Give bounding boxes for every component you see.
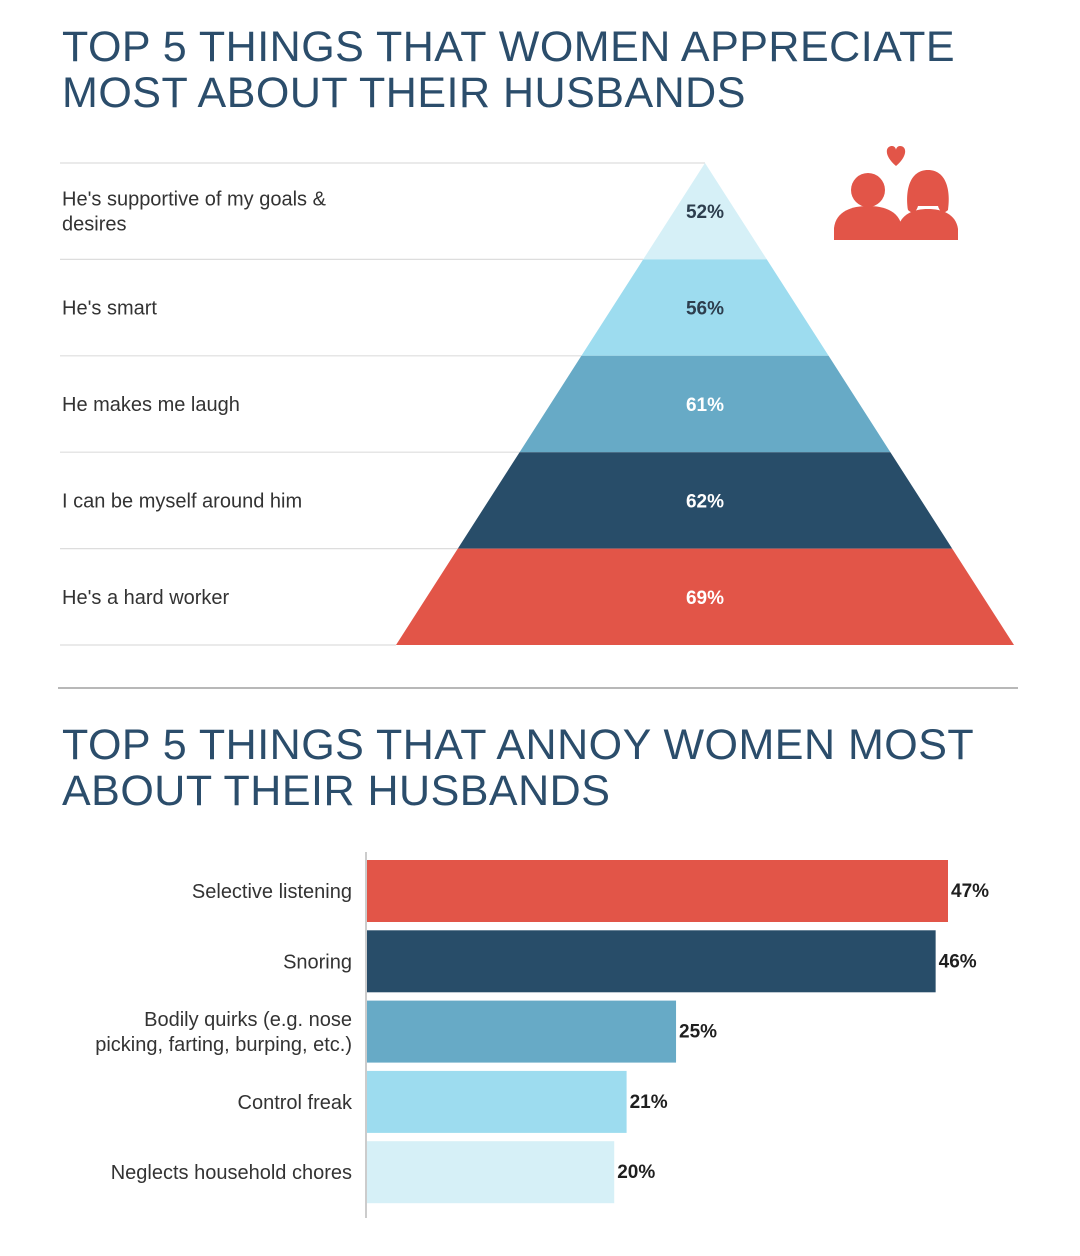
bar [367, 1000, 677, 1063]
bar [367, 930, 936, 993]
pyramid-tiers: 52% 56% 61% 62% 69% [396, 163, 1014, 645]
pyramid-row-label: desires [62, 214, 126, 236]
bar [367, 1141, 615, 1204]
bar-category-label: Snoring [283, 951, 352, 973]
pyramid-gridlines [60, 162, 705, 646]
pyramid-value-label: 69% [686, 588, 724, 609]
pyramid-chart-title: TOP 5 THINGS THAT WOMEN APPRECIATE MOST … [62, 24, 955, 116]
pyramid-tier [396, 548, 1014, 645]
bar-chart-category-labels: Selective listening Snoring Bodily quirks … [95, 881, 353, 1184]
pyramid-tier [519, 355, 891, 453]
bar-chart-title-line-1: TOP 5 THINGS THAT ANNOY WOMEN MOST [62, 721, 975, 769]
bar-category-label: picking, farting, burping, etc.) [95, 1034, 352, 1056]
pyramid-row-labels: He's supportive of my goals & desires He's… [62, 189, 327, 609]
bar [367, 860, 948, 922]
pyramid-tier [457, 452, 953, 549]
bar-value-label: 47% [951, 881, 989, 902]
bar-category-label: Bodily quirks (e.g. nose [144, 1009, 352, 1031]
pyramid-row-label: He makes me laugh [62, 394, 240, 416]
bar-value-label: 46% [939, 951, 977, 972]
bar-category-label: Control freak [238, 1092, 353, 1114]
bar-chart-bars: 47% 46% 25% 21% 20% [367, 860, 989, 1204]
pyramid-value-label: 61% [686, 395, 724, 416]
pyramid-value-label: 62% [686, 491, 724, 512]
pyramid-chart-title-line-2: MOST ABOUT THEIR HUSBANDS [62, 69, 746, 117]
pyramid-value-label: 52% [686, 202, 724, 223]
pyramid-row-label: He's smart [62, 298, 157, 320]
bar-value-label: 21% [630, 1092, 668, 1113]
bar-value-label: 20% [617, 1162, 655, 1183]
pyramid-chart-title-line-1: TOP 5 THINGS THAT WOMEN APPRECIATE [62, 23, 956, 71]
bar-category-label: Neglects household chores [111, 1162, 352, 1184]
pyramid-tier [581, 259, 829, 356]
pyramid-row-label: He's supportive of my goals & [62, 189, 327, 211]
couple-heart-icon [834, 146, 958, 240]
bar-chart-title-line-2: ABOUT THEIR HUSBANDS [62, 767, 611, 815]
bar-value-label: 25% [679, 1022, 717, 1043]
bar [367, 1070, 627, 1133]
pyramid-row-label: I can be myself around him [62, 490, 302, 512]
bar-category-label: Selective listening [192, 881, 352, 903]
pyramid-value-label: 56% [686, 299, 724, 320]
bar-chart-title: TOP 5 THINGS THAT ANNOY WOMEN MOST ABOUT… [62, 722, 974, 814]
pyramid-tier [643, 163, 767, 260]
pyramid-row-label: He's a hard worker [62, 587, 230, 609]
